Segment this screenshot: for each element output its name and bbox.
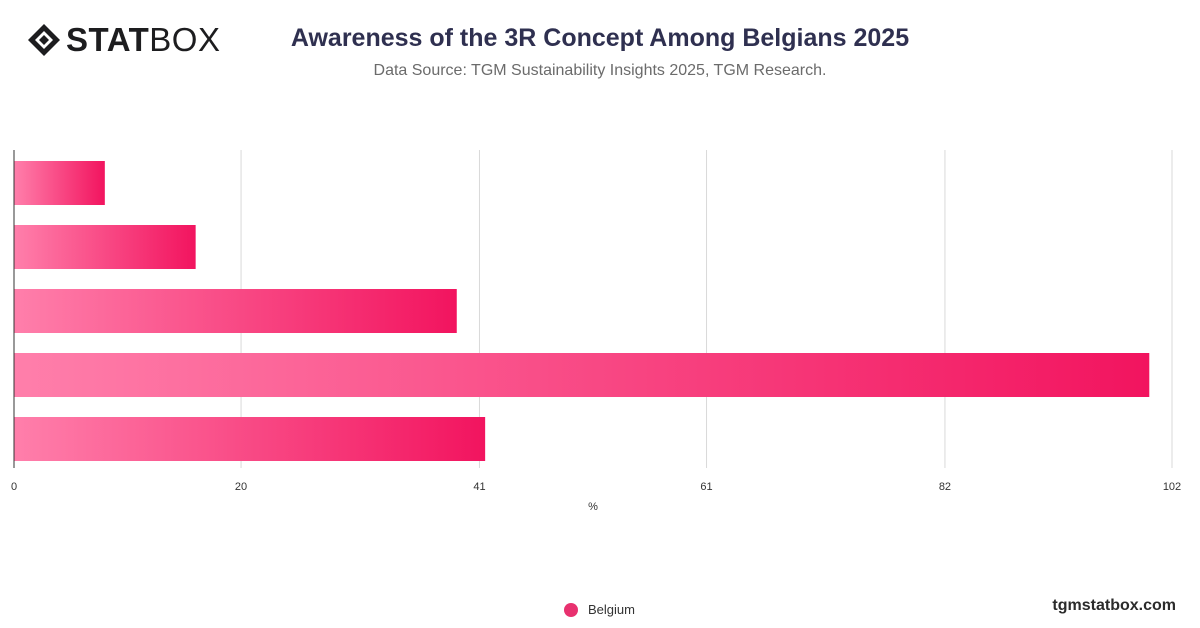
bar-5[interactable]	[14, 417, 486, 461]
bar-4[interactable]	[14, 353, 1150, 397]
logo-text-light: BOX	[149, 21, 221, 58]
chart-subtitle: Data Source: TGM Sustainability Insights…	[373, 62, 827, 79]
x-axis-title: %	[588, 501, 598, 513]
bar-2[interactable]	[14, 225, 196, 269]
chart-title: Awareness of the 3R Concept Among Belgia…	[290, 24, 910, 52]
legend-label-belgium: Belgium	[588, 602, 635, 617]
legend[interactable]: Belgium	[564, 602, 635, 617]
x-tick-label: 20	[235, 481, 247, 493]
x-tick-label: 82	[939, 481, 951, 493]
bar-1[interactable]	[14, 161, 105, 205]
legend-marker	[564, 602, 578, 617]
bars	[14, 161, 1150, 461]
logo-text-bold: STAT	[66, 21, 150, 58]
axes: 0 20 41 61 82 102%	[11, 150, 1181, 513]
x-tick-label: 61	[700, 481, 712, 493]
x-tick-label: 0	[11, 481, 17, 493]
x-tick-label: 41	[473, 481, 485, 493]
website-link[interactable]: tgmstatbox.com	[1052, 597, 1176, 614]
bar-3[interactable]	[14, 289, 457, 333]
statbox-diamond-icon	[28, 24, 60, 56]
x-tick-label: 102	[1163, 481, 1181, 493]
statbox-logo: STATBOX	[26, 22, 220, 58]
